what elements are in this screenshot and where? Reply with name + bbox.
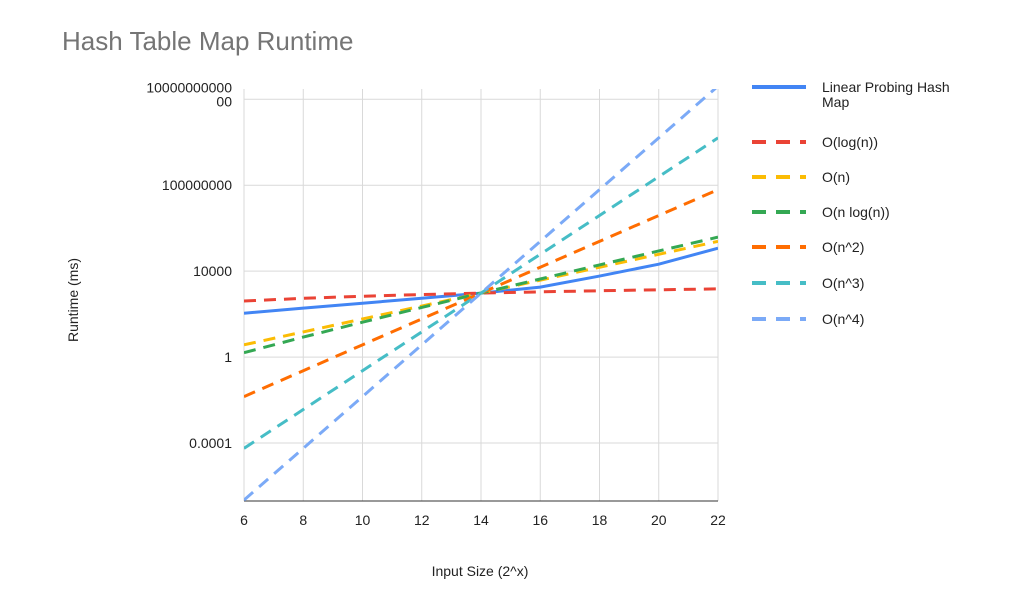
legend-label: O(n^3)	[822, 275, 864, 291]
chart-title: Hash Table Map Runtime	[62, 26, 353, 56]
legend-label: O(log(n))	[822, 134, 878, 150]
x-tick-label: 20	[651, 512, 667, 528]
y-tick-label: 100000000	[162, 177, 232, 193]
x-tick-label: 22	[710, 512, 726, 528]
grid: 6 8 10 12 14 16 18 20 22 0.0001 1 10000 100000000 100…	[146, 79, 726, 528]
legend-label: O(n)	[822, 169, 850, 185]
legend-label: O(n^2)	[822, 239, 864, 255]
plot-area	[244, 89, 718, 501]
x-axis-label: Input Size (2^x)	[432, 563, 529, 579]
legend-label: O(n log(n))	[822, 204, 890, 220]
x-tick-label: 14	[473, 512, 489, 528]
legend-label: Linear Probing Hash Map	[822, 79, 950, 110]
legend-label: O(n^4)	[822, 311, 864, 327]
legend: Linear Probing Hash Map O(log(n)) O(n) O(n l…	[752, 79, 950, 327]
y-axis-label: Runtime (ms)	[65, 258, 81, 342]
series-line	[244, 188, 718, 398]
y-tick-label: 10000000000 00	[146, 79, 232, 109]
x-tick-label: 12	[414, 512, 430, 528]
x-tick-label: 10	[355, 512, 371, 528]
series-line	[244, 89, 717, 501]
x-tick-label: 8	[299, 512, 307, 528]
series-line	[244, 136, 718, 450]
x-tick-label: 18	[592, 512, 608, 528]
y-tick-label: 10000	[193, 263, 232, 279]
x-tick-label: 6	[240, 512, 248, 528]
y-tick-label: 1	[224, 349, 232, 365]
x-tick-label: 16	[532, 512, 548, 528]
y-tick-label: 0.0001	[189, 435, 232, 451]
